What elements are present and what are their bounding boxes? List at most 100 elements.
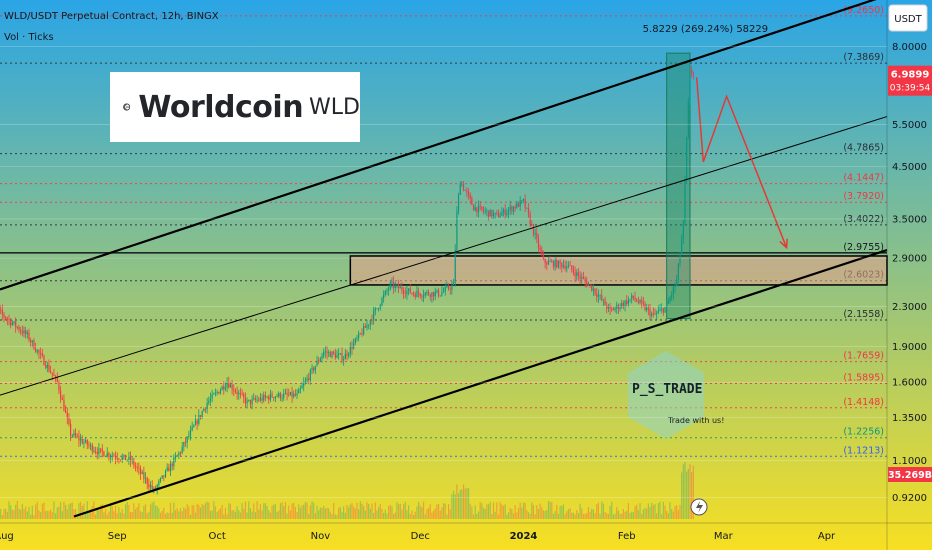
candle	[171, 461, 173, 471]
channel-line[interactable]	[73, 248, 888, 518]
volume-bar	[309, 505, 311, 519]
channel-line[interactable]	[0, 0, 887, 291]
volume-bar	[35, 504, 37, 519]
candle-body	[386, 290, 388, 292]
candle-body	[641, 300, 643, 303]
candle-body	[348, 353, 350, 356]
candle-body	[91, 444, 93, 452]
candle	[371, 314, 373, 325]
worldcoin-logo-icon	[123, 103, 131, 111]
volume-bar	[374, 502, 376, 519]
time-tick-label: Oct	[208, 531, 225, 542]
candle	[574, 266, 576, 283]
candle	[0, 305, 2, 315]
candle-body	[532, 224, 535, 235]
volume-bar	[674, 506, 676, 519]
candle-body	[378, 308, 380, 310]
candle-body	[301, 385, 303, 389]
candle	[651, 311, 653, 319]
candle	[519, 195, 521, 211]
candle-body	[531, 224, 533, 226]
candle	[408, 288, 410, 296]
volume-bar	[559, 505, 561, 519]
volume-bar	[494, 511, 496, 519]
candle-body	[326, 351, 328, 354]
candle-body	[364, 326, 366, 328]
candle	[131, 456, 133, 465]
candle-body	[507, 209, 510, 213]
candle-body	[321, 355, 323, 359]
candle	[138, 462, 140, 475]
volume-bar	[621, 513, 623, 519]
candle	[388, 285, 390, 296]
volume-bar	[271, 505, 273, 519]
candle-body	[416, 291, 418, 297]
candle-body	[176, 455, 178, 457]
candle	[189, 425, 192, 441]
candle-body	[98, 448, 100, 455]
candle	[409, 284, 411, 294]
candle-body	[632, 295, 634, 298]
candle	[68, 413, 70, 427]
candle	[656, 310, 658, 320]
volume-bar	[369, 508, 371, 519]
volume-bar	[542, 510, 545, 519]
candle	[349, 342, 351, 358]
candle	[16, 325, 18, 330]
volume-bar	[544, 510, 546, 519]
candle-body	[31, 340, 33, 343]
candle-body	[121, 456, 123, 460]
candle	[406, 285, 408, 300]
candle-body	[291, 392, 293, 398]
candle	[664, 306, 666, 314]
volume-bar	[216, 511, 218, 519]
volume-bar	[657, 503, 659, 519]
volume-bar	[84, 513, 87, 519]
candle	[381, 296, 383, 307]
currency-button[interactable]: USDT	[888, 4, 928, 32]
candle	[434, 287, 436, 300]
candle-body	[657, 310, 659, 313]
candle-body	[51, 372, 53, 375]
candle	[399, 283, 401, 289]
volume-bar	[353, 506, 355, 519]
candle-body	[626, 300, 628, 305]
candle	[442, 287, 445, 293]
candle	[344, 348, 346, 360]
candle	[336, 350, 338, 358]
volume-bar	[546, 509, 548, 519]
volume-bar	[208, 502, 210, 519]
volume-bar	[401, 509, 403, 519]
volume-bar	[526, 509, 528, 519]
volume-indicator-label[interactable]: Vol · Ticks	[4, 32, 54, 43]
volume-bar	[48, 511, 50, 519]
volume-bar	[206, 501, 208, 519]
candle-body	[333, 351, 335, 354]
projection-path[interactable]	[695, 77, 788, 248]
candle-body	[251, 399, 253, 405]
candle-body	[161, 475, 163, 479]
volume-bar	[173, 502, 175, 519]
candle-body	[432, 292, 435, 297]
volume-bar	[622, 509, 624, 519]
volume-bar	[594, 513, 596, 519]
candle	[236, 386, 238, 400]
candle	[674, 282, 676, 293]
candle	[482, 206, 485, 215]
candle	[429, 293, 431, 301]
watermark-title: P_S_TRADE	[632, 382, 702, 397]
candle-body	[313, 367, 315, 371]
candle	[384, 289, 386, 297]
candle	[364, 323, 366, 328]
volume-bar	[616, 506, 618, 519]
candle-body	[16, 326, 18, 328]
candle	[231, 379, 233, 395]
candle-body	[576, 272, 578, 277]
candle-body	[26, 332, 28, 335]
currency-button-box[interactable]	[888, 4, 928, 32]
volume-bar	[70, 503, 72, 519]
candle	[99, 448, 102, 454]
volume-bar	[692, 465, 694, 519]
channel-line[interactable]	[0, 116, 888, 396]
